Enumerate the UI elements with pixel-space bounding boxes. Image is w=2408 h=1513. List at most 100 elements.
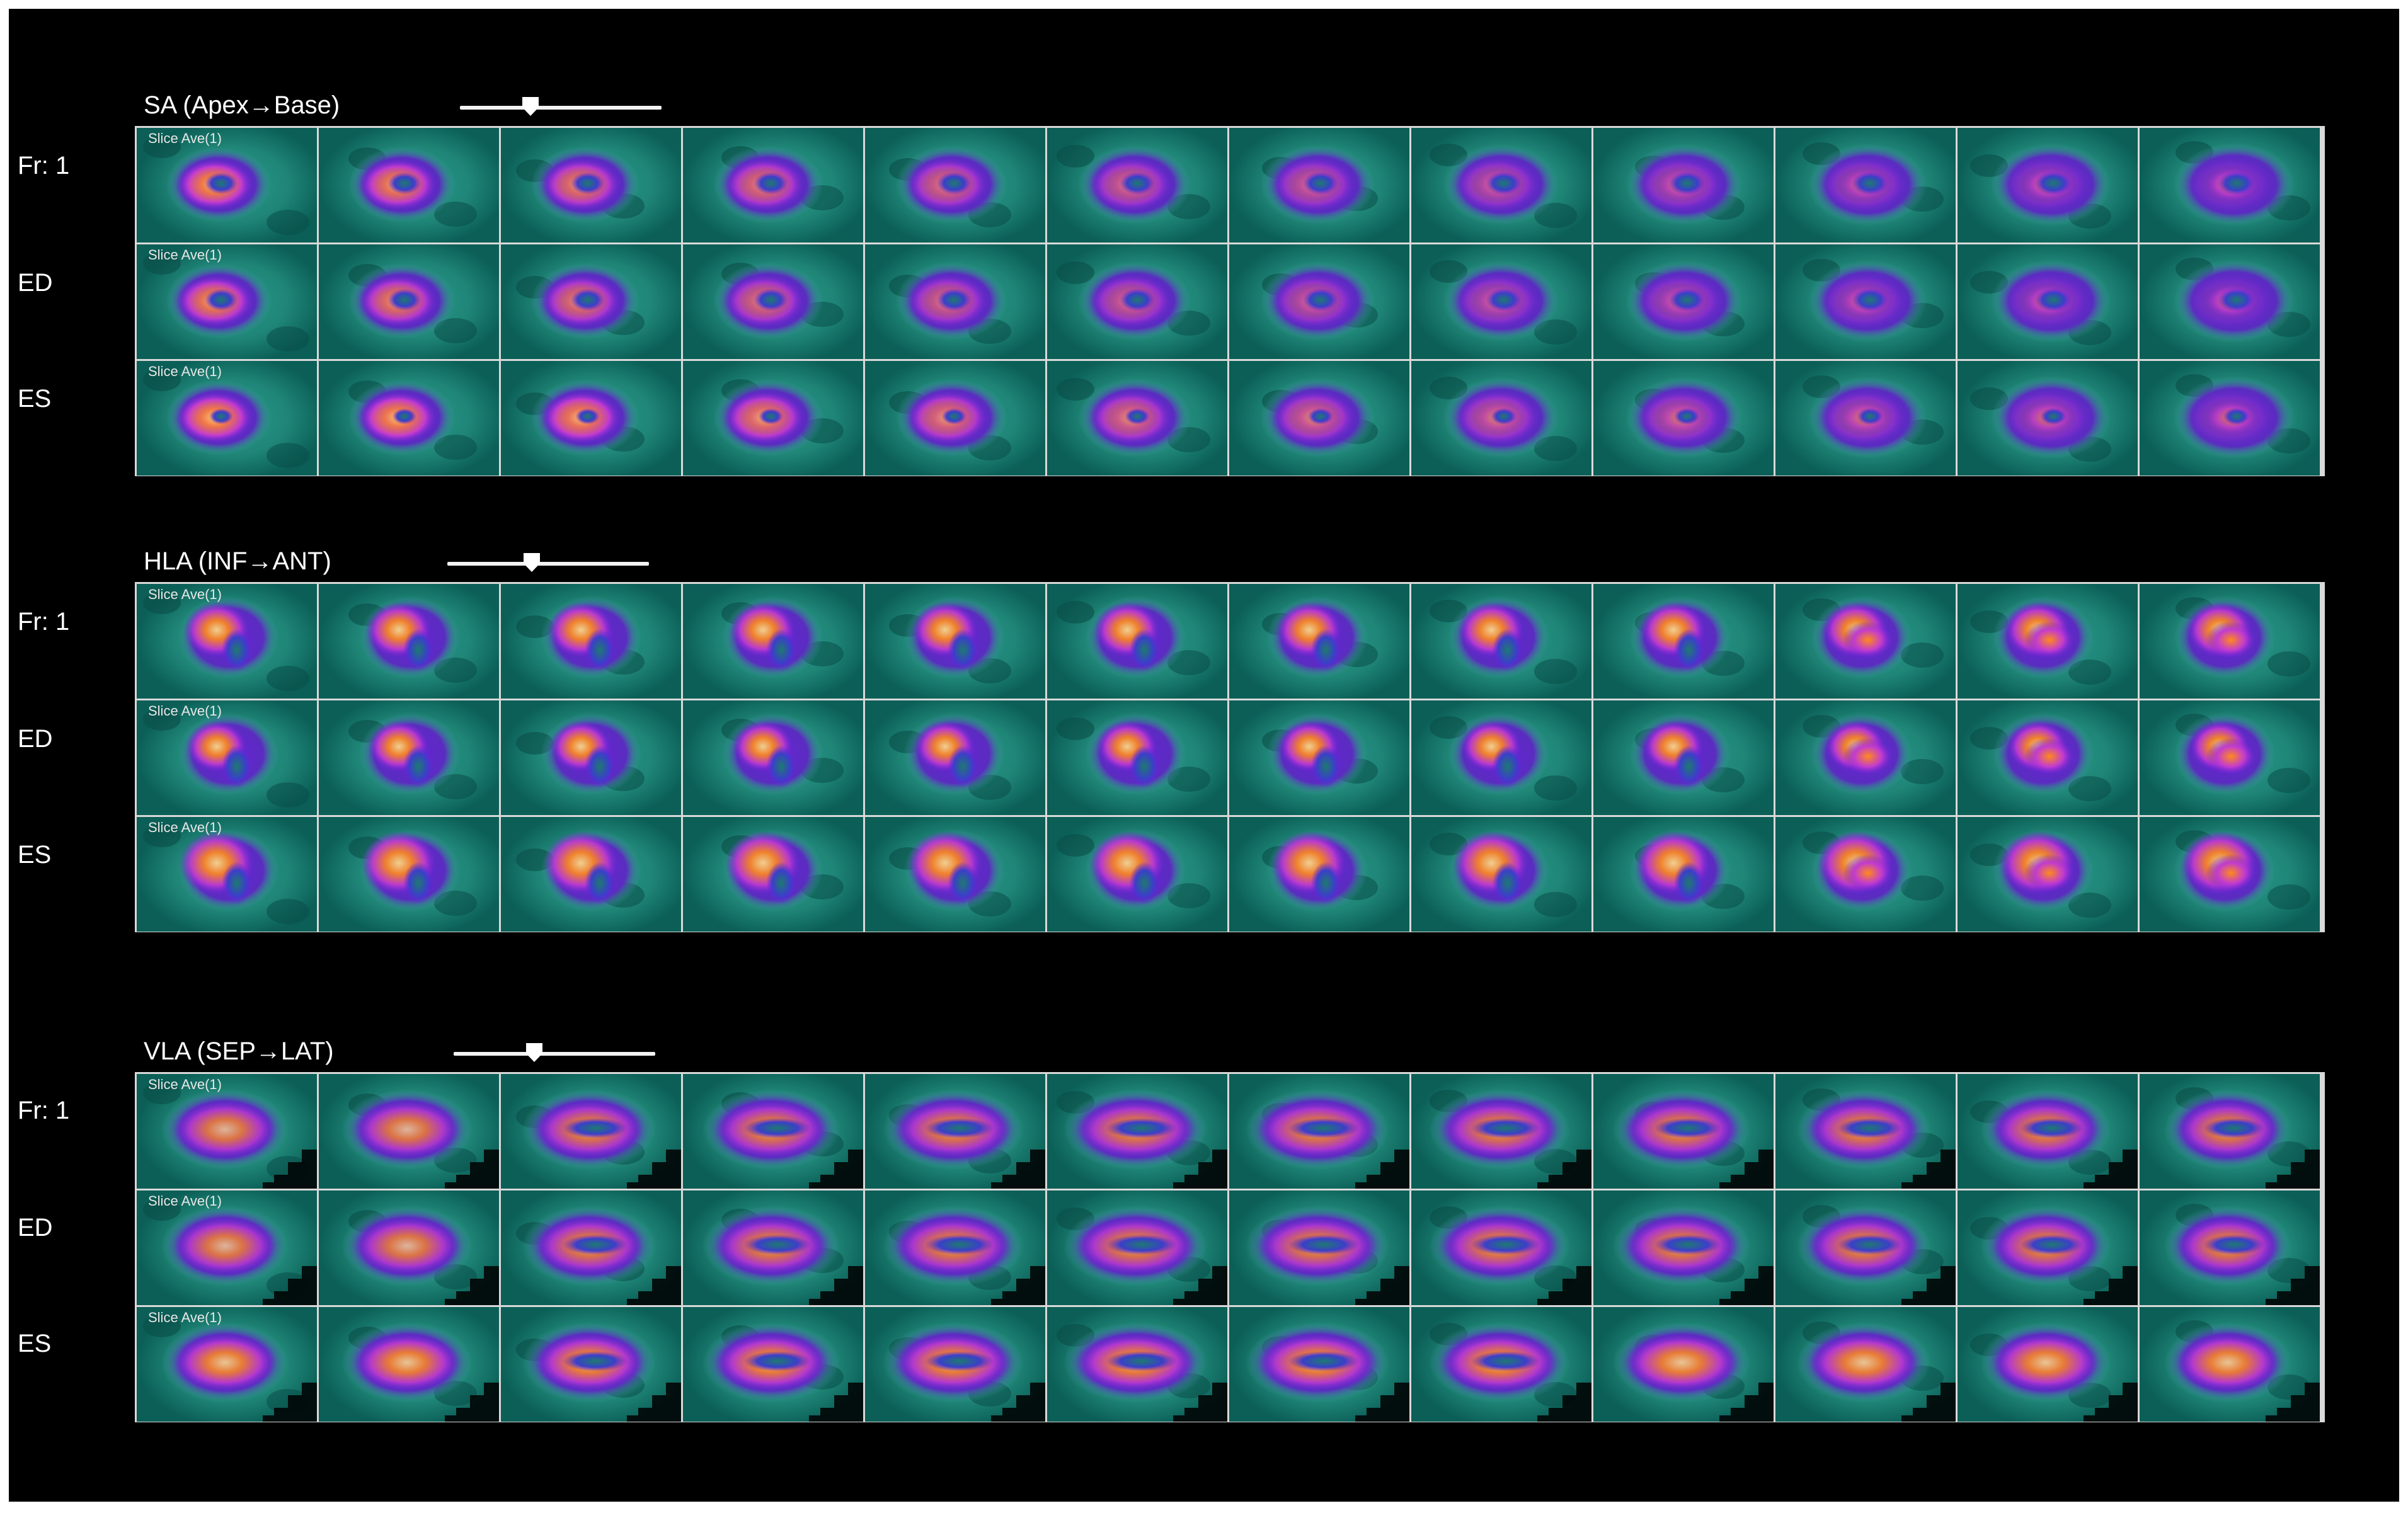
- hla-slice-tile[interactable]: [319, 817, 499, 932]
- hla-slice-tile[interactable]: [1958, 700, 2138, 815]
- vla-slice-tile[interactable]: [1958, 1074, 2138, 1189]
- vla-slice-tile[interactable]: [865, 1190, 1045, 1305]
- vla-slice-tile[interactable]: [865, 1307, 1045, 1422]
- vla-slice-slider[interactable]: [454, 1042, 655, 1067]
- vla-slider-track[interactable]: [454, 1052, 655, 1056]
- vla-slice-tile[interactable]: [501, 1074, 681, 1189]
- hla-slice-tile[interactable]: [319, 700, 499, 815]
- vla-slice-tile[interactable]: [1593, 1190, 1774, 1305]
- hla-slider-thumb[interactable]: [524, 553, 540, 572]
- hla-slice-tile[interactable]: [1411, 817, 1591, 932]
- sa-slice-tile[interactable]: [1411, 128, 1591, 243]
- vla-slice-tile[interactable]: [1775, 1190, 1956, 1305]
- hla-slice-tile[interactable]: Slice Ave(1): [137, 817, 317, 932]
- sa-slice-tile[interactable]: [1047, 361, 1227, 476]
- hla-slice-slider[interactable]: [447, 552, 649, 577]
- vla-slice-tile[interactable]: Slice Ave(1): [137, 1074, 317, 1189]
- vla-slice-tile[interactable]: [1229, 1307, 1409, 1422]
- hla-slice-tile[interactable]: [683, 584, 863, 699]
- hla-slice-tile[interactable]: [1593, 584, 1774, 699]
- hla-slice-tile[interactable]: [2140, 584, 2320, 699]
- sa-slice-tile[interactable]: [2140, 244, 2320, 359]
- hla-slice-tile[interactable]: [1958, 584, 2138, 699]
- sa-slice-tile[interactable]: [1775, 128, 1956, 243]
- sa-slice-tile[interactable]: [1411, 244, 1591, 359]
- hla-slice-tile[interactable]: [683, 817, 863, 932]
- sa-slice-tile[interactable]: [683, 244, 863, 359]
- hla-slice-tile[interactable]: [319, 584, 499, 699]
- vla-slice-tile[interactable]: [1775, 1307, 1956, 1422]
- vla-slice-tile[interactable]: [1593, 1074, 1774, 1189]
- hla-slider-track[interactable]: [447, 562, 649, 566]
- vla-slice-tile[interactable]: [319, 1307, 499, 1422]
- vla-slice-tile[interactable]: [1411, 1307, 1591, 1422]
- hla-slice-tile[interactable]: [865, 584, 1045, 699]
- vla-slice-tile[interactable]: [2140, 1190, 2320, 1305]
- sa-slice-tile[interactable]: [319, 361, 499, 476]
- sa-slice-tile[interactable]: [319, 128, 499, 243]
- vla-slice-tile[interactable]: [501, 1307, 681, 1422]
- sa-slice-tile[interactable]: [865, 244, 1045, 359]
- vla-slice-tile[interactable]: [1047, 1307, 1227, 1422]
- vla-slice-tile[interactable]: [1958, 1307, 2138, 1422]
- hla-slice-tile[interactable]: [2140, 700, 2320, 815]
- sa-slice-tile[interactable]: [865, 128, 1045, 243]
- hla-slice-tile[interactable]: [1775, 700, 1956, 815]
- vla-slice-tile[interactable]: [1775, 1074, 1956, 1189]
- sa-slider-track[interactable]: [460, 106, 662, 110]
- hla-slice-tile[interactable]: Slice Ave(1): [137, 700, 317, 815]
- vla-slice-tile[interactable]: [1047, 1190, 1227, 1305]
- sa-slice-tile[interactable]: [1958, 244, 2138, 359]
- hla-slice-tile[interactable]: [1047, 584, 1227, 699]
- hla-slice-tile[interactable]: [865, 700, 1045, 815]
- hla-slice-tile[interactable]: [683, 700, 863, 815]
- sa-slice-tile[interactable]: [2140, 128, 2320, 243]
- vla-slice-tile[interactable]: [1047, 1074, 1227, 1189]
- vla-slice-tile[interactable]: [1411, 1190, 1591, 1305]
- vla-slice-tile[interactable]: [1958, 1190, 2138, 1305]
- hla-slice-tile[interactable]: [1593, 700, 1774, 815]
- sa-slice-tile[interactable]: [1047, 244, 1227, 359]
- sa-slice-tile[interactable]: [1593, 361, 1774, 476]
- sa-slice-tile[interactable]: [501, 244, 681, 359]
- vla-slice-tile[interactable]: [683, 1074, 863, 1189]
- vla-slider-thumb[interactable]: [526, 1043, 542, 1062]
- sa-slice-tile[interactable]: [2140, 361, 2320, 476]
- vla-slice-tile[interactable]: Slice Ave(1): [137, 1190, 317, 1305]
- vla-slice-tile[interactable]: [501, 1190, 681, 1305]
- sa-slider-thumb[interactable]: [522, 97, 539, 116]
- sa-slice-tile[interactable]: [683, 361, 863, 476]
- sa-slice-tile[interactable]: [1958, 361, 2138, 476]
- vla-slice-tile[interactable]: [1229, 1074, 1409, 1189]
- hla-slice-tile[interactable]: [501, 817, 681, 932]
- hla-slice-tile[interactable]: [1047, 817, 1227, 932]
- vla-slice-tile[interactable]: [1593, 1307, 1774, 1422]
- sa-slice-tile[interactable]: [501, 128, 681, 243]
- hla-slice-tile[interactable]: [501, 700, 681, 815]
- hla-slice-tile[interactable]: [1229, 584, 1409, 699]
- hla-slice-tile[interactable]: [1047, 700, 1227, 815]
- sa-slice-tile[interactable]: [1229, 244, 1409, 359]
- vla-slice-tile[interactable]: [865, 1074, 1045, 1189]
- sa-slice-tile[interactable]: [1958, 128, 2138, 243]
- vla-slice-tile[interactable]: Slice Ave(1): [137, 1307, 317, 1422]
- sa-slice-tile[interactable]: [319, 244, 499, 359]
- sa-slice-tile[interactable]: [1775, 244, 1956, 359]
- hla-slice-tile[interactable]: [1229, 817, 1409, 932]
- sa-slice-tile[interactable]: [1775, 361, 1956, 476]
- vla-slice-tile[interactable]: [1411, 1074, 1591, 1189]
- hla-slice-tile[interactable]: Slice Ave(1): [137, 584, 317, 699]
- hla-slice-tile[interactable]: [1229, 700, 1409, 815]
- sa-slice-tile[interactable]: Slice Ave(1): [137, 244, 317, 359]
- sa-slice-tile[interactable]: [1593, 244, 1774, 359]
- sa-slice-tile[interactable]: [501, 361, 681, 476]
- vla-slice-tile[interactable]: [1229, 1190, 1409, 1305]
- sa-slice-slider[interactable]: [460, 96, 662, 121]
- hla-slice-tile[interactable]: [1775, 817, 1956, 932]
- hla-slice-tile[interactable]: [1775, 584, 1956, 699]
- hla-slice-tile[interactable]: [501, 584, 681, 699]
- sa-slice-tile[interactable]: [1229, 128, 1409, 243]
- sa-slice-tile[interactable]: [683, 128, 863, 243]
- vla-slice-tile[interactable]: [683, 1190, 863, 1305]
- hla-slice-tile[interactable]: [865, 817, 1045, 932]
